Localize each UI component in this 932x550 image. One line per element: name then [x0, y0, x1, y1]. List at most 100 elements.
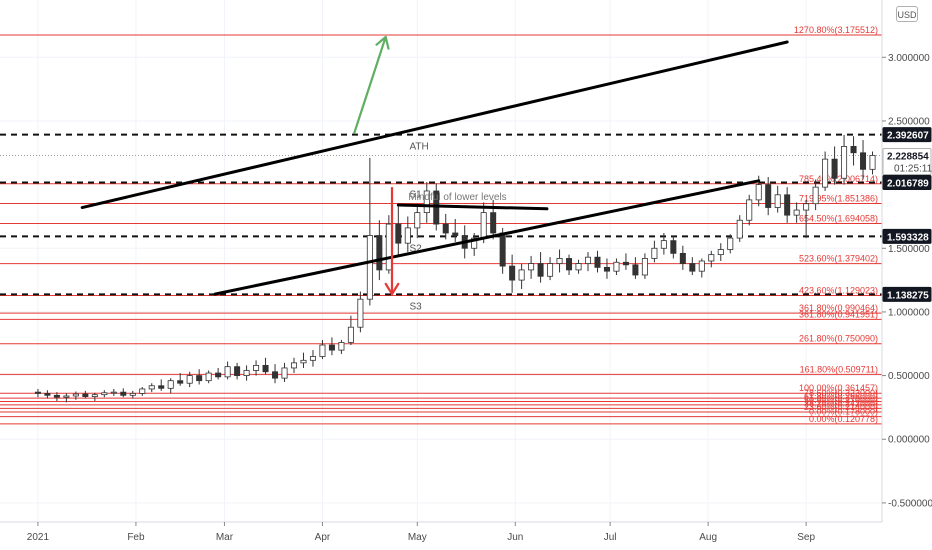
fib-label: 78.60%(0.323000) — [804, 388, 878, 398]
level-label: ATH — [409, 142, 428, 153]
candle-body — [357, 298, 364, 328]
fib-label: 38.20%(0.242000) — [804, 398, 878, 408]
price-tag-label: 2.016789 — [887, 178, 929, 189]
price-tag-box — [882, 286, 932, 302]
grid — [0, 0, 882, 522]
candle-body — [689, 263, 696, 272]
upper-channel — [80, 40, 789, 210]
price-tag-countdown: 01:25:11 — [894, 163, 932, 174]
candle-body — [822, 158, 829, 188]
level-label: S2 — [409, 243, 422, 254]
bull-arrow — [353, 36, 387, 135]
candle-body — [594, 256, 601, 268]
candle-body — [72, 393, 79, 397]
x-tick-label: Mar — [216, 532, 234, 543]
candle-body — [708, 254, 715, 262]
candle-body — [91, 394, 98, 397]
price-tag-label: 2.228854 — [887, 151, 929, 162]
candle-body — [63, 395, 70, 398]
candle-body — [110, 391, 117, 394]
candle-body — [309, 356, 316, 361]
candle-body — [547, 263, 554, 277]
candle-body — [670, 240, 677, 254]
candle-body — [328, 344, 335, 351]
fib-label: 161.80%(0.509711) — [800, 364, 878, 374]
candle-body — [528, 263, 535, 271]
candle-body — [186, 375, 193, 384]
y-tick-label: 1.500000 — [888, 244, 930, 255]
fib-label: 100.00%(0.361457) — [799, 383, 878, 393]
candle-body — [613, 261, 620, 272]
candle-body — [784, 194, 791, 216]
candle-body — [167, 380, 174, 389]
candle-body — [177, 380, 184, 384]
candle-body — [139, 388, 146, 394]
y-tick-label: 0.000000 — [888, 435, 930, 446]
candle-body — [736, 219, 743, 239]
candle-body — [509, 265, 516, 281]
candle-body — [841, 146, 848, 179]
candle-body — [584, 256, 592, 264]
x-tick-label: 2021 — [27, 532, 50, 543]
candle-body — [575, 263, 582, 271]
y-tick-label: -0.500000 — [888, 498, 932, 509]
x-tick-label: Jul — [604, 532, 617, 543]
candle-body — [423, 190, 430, 214]
candle-body — [651, 247, 658, 259]
candle-body — [727, 237, 734, 250]
candle-body — [698, 260, 705, 272]
lower-channel — [213, 179, 761, 296]
fib-label: 361.80%(0.941951) — [799, 309, 878, 319]
candle-body — [452, 232, 459, 236]
fib-label: 361.80%(0.990464) — [799, 303, 878, 313]
candle-body — [262, 364, 269, 373]
candle-body — [499, 232, 506, 267]
fib-label: 1270.80%(3.175512) — [794, 25, 878, 35]
y-tick-label: 3.000000 — [888, 53, 930, 64]
fib-label: 50.00%(0.270000) — [804, 395, 878, 405]
level-label: S1 — [409, 189, 422, 200]
drawings: Mindful of lower levels — [80, 35, 789, 296]
fib-label: 523.60%(1.379402) — [799, 254, 878, 264]
candle-body — [803, 203, 810, 211]
candle-body — [679, 252, 686, 264]
candle-body — [603, 266, 610, 272]
candle-body — [281, 367, 288, 379]
x-tick-label: Feb — [127, 532, 145, 543]
candle-body — [272, 371, 279, 379]
candle-body — [869, 155, 876, 170]
bear-arrow-head — [384, 282, 400, 296]
candle-body — [82, 393, 89, 397]
candle-body — [366, 235, 373, 300]
candle-body — [556, 258, 563, 264]
candle-body — [537, 263, 544, 277]
candle-body — [404, 227, 411, 244]
candle-body — [196, 375, 203, 382]
price-tag-box — [882, 127, 932, 143]
price-tag-box — [882, 228, 932, 244]
x-tick-label: Jun — [507, 532, 523, 543]
candle-body — [253, 364, 260, 371]
candle-body — [433, 190, 440, 225]
price-tag-label: 2.392607 — [887, 131, 929, 142]
candle-body — [414, 212, 421, 229]
candle-body — [490, 212, 497, 234]
candle-body — [385, 223, 392, 271]
candle-body — [622, 261, 629, 266]
candle-body — [812, 186, 819, 205]
candle-body — [376, 235, 383, 271]
fib-label: 261.80%(0.750090) — [799, 334, 878, 344]
price-tag-label: 1.138275 — [887, 290, 929, 301]
annotation-text: Mindful of lower levels — [408, 192, 506, 203]
candle-body — [480, 212, 487, 239]
fib-label: 785.40%(2.006714) — [799, 174, 878, 184]
candle-body — [566, 258, 573, 271]
candle-body — [44, 393, 51, 396]
candle-body — [148, 385, 155, 390]
candle-body — [660, 240, 667, 249]
candle-body — [755, 184, 762, 201]
currency-button[interactable]: USD — [896, 6, 918, 22]
candle-body — [518, 269, 525, 281]
